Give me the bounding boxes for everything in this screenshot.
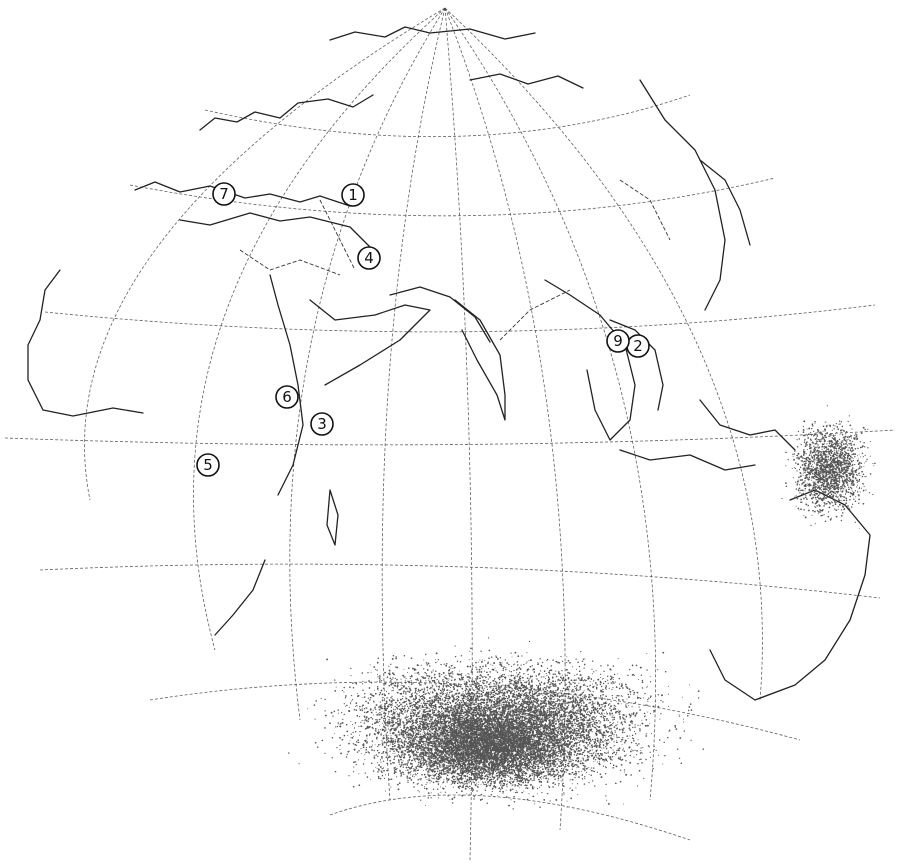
- marker-6: 6: [275, 385, 299, 409]
- stipple-density-east: [781, 405, 876, 529]
- marker-4: 4: [357, 246, 381, 270]
- map-markers: 1 2 3 4 5 6 7 9: [196, 182, 650, 477]
- coastlines: [27, 26, 871, 701]
- marker-7: 7: [212, 182, 236, 206]
- marker-3: 3: [310, 412, 334, 436]
- marker-2: 2: [626, 334, 650, 358]
- marker-1: 1: [341, 183, 365, 207]
- stipple-density-south: [288, 637, 704, 810]
- marker-5: 5: [196, 453, 220, 477]
- marker-9: 9: [606, 329, 630, 353]
